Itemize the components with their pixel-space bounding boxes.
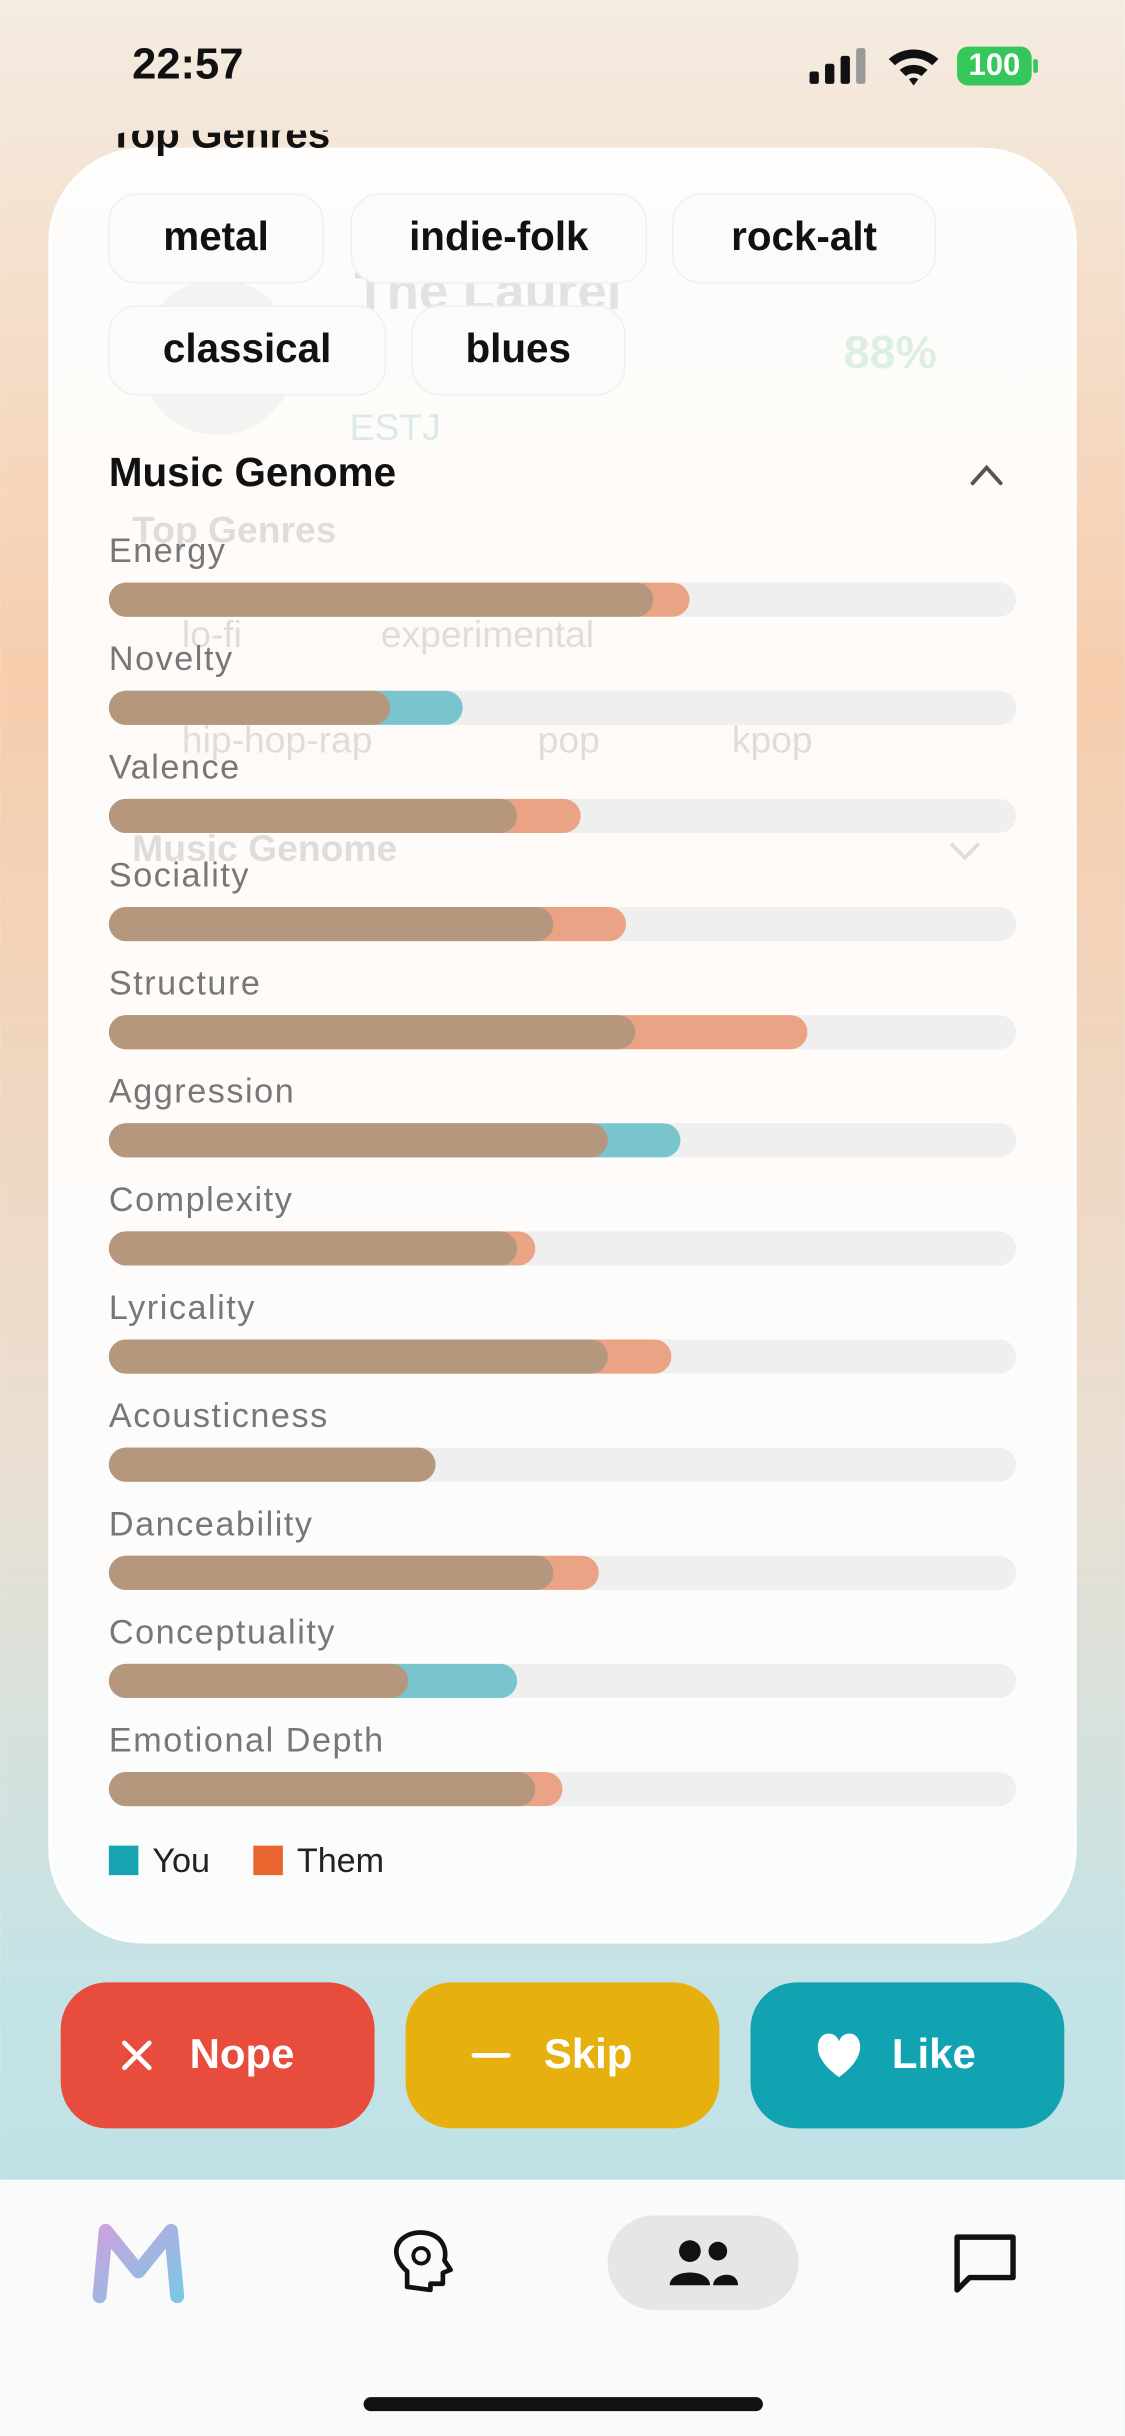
background-card: The Laurel 88% ESTJ Top Genres Music Gen… [132,262,981,869]
legend-swatch [108,1845,139,1876]
insights-tab[interactable] [394,2230,453,2293]
trait-label: Aggression [109,1073,295,1111]
ghost-genre: hip-hop-rap [182,718,373,760]
home-indicator [363,2397,763,2412]
matches-pill [607,2215,799,2311]
insights-gear [411,2246,431,2266]
ghost-chevron [949,842,981,861]
battery-icon [957,46,1032,86]
legend-swatch [253,1845,283,1876]
genre-chip-label: rock-alt [731,213,877,259]
chat-tab[interactable] [954,2234,1016,2293]
skip-label: Skip [544,2030,633,2077]
ghost-genome-title: Music Genome [132,827,397,869]
ghost-personality: ESTJ [350,406,441,448]
trait-label: Acousticness [109,1397,329,1435]
home-tab[interactable] [92,2223,185,2304]
matches-icon-body [669,2272,739,2286]
signal-icon [809,48,866,84]
genre-chip [108,305,387,396]
legend-label: You [152,1842,210,1880]
trait-label: Structure [109,965,262,1003]
trait-bar-overlap [108,1231,518,1266]
insights-icon [394,2230,453,2293]
trait-label: Valence [109,748,241,786]
battery-level: 100 [968,47,1020,82]
like-label: Like [892,2030,976,2077]
nope-bg [60,1982,375,2129]
trait-bar-overlap [108,1663,409,1699]
legend-label: Them [297,1842,384,1880]
ghost-genre: pop [538,718,600,760]
ghost-match: 88% [844,326,937,378]
genres-title: Top Genres [109,110,330,156]
status-time: 22:57 [132,40,243,88]
like-button[interactable]: Like [750,1982,1065,2129]
ghost-genre: kpop [732,718,813,760]
trait-label: Complexity [109,1181,293,1219]
genre-chip-label: metal [163,213,268,259]
genre-chip-label: classical [163,325,331,371]
genre-chip-label: blues [465,325,570,371]
matches-icon-head1 [679,2240,701,2262]
genome-title: Music Genome [109,449,396,495]
genre-chip [672,193,937,284]
genre-chip [350,193,648,284]
trait-bar-overlap [108,582,654,617]
card-content: The Laurel 88% ESTJ Top Genres Music Gen… [108,110,1017,1880]
trait-bar-overlap [108,906,554,942]
like-bg [750,1982,1065,2129]
matches-icon-head2 [708,2241,728,2261]
nope-icon [122,2040,152,2071]
trait-bar-overlap [108,1555,554,1590]
genre-chip [108,193,325,284]
like-icon [817,2033,861,2078]
trait-bar-overlap [108,1339,608,1374]
collapse-chevron[interactable] [970,464,1003,486]
battery-tip [1033,59,1038,74]
trait-label: Novelty [109,640,234,678]
genre-chip [411,305,626,396]
matches-tab[interactable] [607,2215,799,2311]
trait-label: Emotional Depth [109,1722,385,1760]
trait-bar-overlap [108,1015,636,1050]
trait-bar-overlap [108,1447,436,1482]
trait-label: Conceptuality [109,1613,336,1651]
trait-label: Energy [109,532,227,570]
trait-bar-overlap [108,1123,608,1158]
ghost-genre: experimental [381,613,594,655]
trait-label: Danceability [109,1505,314,1543]
genre-chip-label: indie-folk [409,213,589,259]
ghost-genre: lo-fi [182,613,242,655]
nope-button[interactable]: Nope [60,1982,375,2129]
trait-bar-overlap [108,690,391,725]
trait-bar-overlap [108,1772,536,1807]
nope-label: Nope [190,2030,295,2077]
ghost-genres-title: Top Genres [132,509,336,551]
tab-bar [0,2179,1125,2436]
skip-button[interactable]: Skip [405,1982,720,2129]
skip-bg [405,1982,720,2129]
trait-label: Sociality [109,856,250,894]
wifi-icon [888,49,939,86]
trait-bar-overlap [108,798,518,834]
trait-label: Lyricality [109,1289,256,1327]
